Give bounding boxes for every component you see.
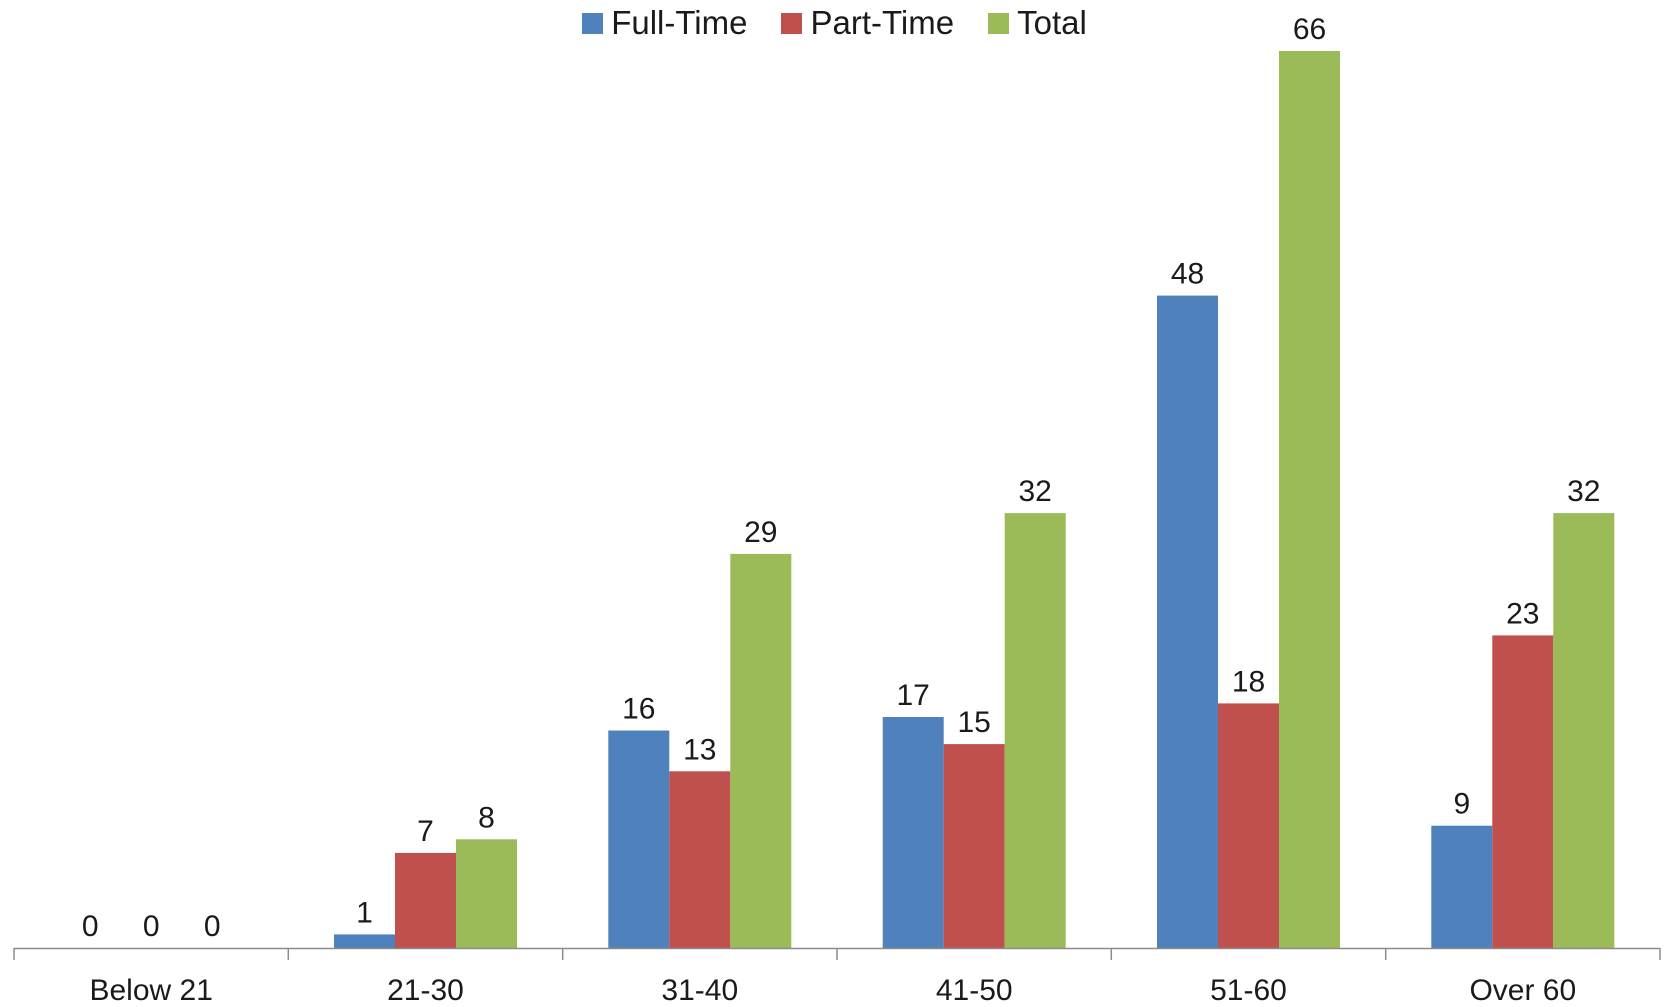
value-label-total-31-40: 29 (744, 516, 777, 549)
legend-swatch-part-time (781, 12, 803, 34)
bar-full-time-over-60 (1431, 825, 1493, 948)
bar-total-over-60 (1553, 513, 1615, 948)
bars-layer (334, 51, 1615, 949)
bar-full-time-41-50 (882, 717, 944, 948)
legend-swatch-full-time (582, 12, 604, 34)
bar-part-time-51-60 (1218, 703, 1279, 948)
value-label-full-time-below-21: 0 (82, 910, 99, 943)
value-label-part-time-below-21: 0 (143, 910, 160, 943)
legend-label-full-time: Full-Time (611, 4, 748, 41)
x-tick-label-31-40: 31-40 (661, 974, 738, 1007)
value-label-total-51-60: 66 (1293, 13, 1326, 46)
legend-label-part-time: Part-Time (810, 4, 955, 41)
value-label-full-time-41-50: 17 (897, 679, 930, 712)
value-label-part-time-over-60: 23 (1506, 597, 1539, 630)
bar-total-31-40 (730, 553, 792, 948)
bar-full-time-21-30 (334, 934, 395, 948)
legend-swatch-total (988, 12, 1010, 34)
value-label-part-time-51-60: 18 (1232, 665, 1265, 698)
x-tick-label-51-60: 51-60 (1210, 974, 1287, 1007)
legend-label-total: Total (1017, 4, 1087, 41)
value-label-full-time-21-30: 1 (356, 896, 373, 929)
value-label-total-21-30: 8 (478, 801, 495, 834)
bar-total-21-30 (456, 839, 517, 948)
x-tick-label-41-50: 41-50 (936, 974, 1013, 1007)
value-label-part-time-21-30: 7 (417, 815, 434, 848)
bar-full-time-31-40 (608, 730, 670, 948)
value-label-total-below-21: 0 (204, 910, 221, 943)
x-tick-label-over-60: Over 60 (1469, 974, 1576, 1007)
value-label-full-time-51-60: 48 (1171, 258, 1204, 291)
x-tick-label-below-21: Below 21 (89, 974, 212, 1007)
bar-total-51-60 (1279, 51, 1340, 948)
bar-part-time-31-40 (669, 771, 731, 948)
value-label-full-time-31-40: 16 (622, 693, 655, 726)
bar-part-time-41-50 (943, 744, 1005, 948)
value-label-total-over-60: 32 (1567, 475, 1600, 508)
bar-part-time-over-60 (1492, 635, 1554, 948)
bar-part-time-21-30 (395, 852, 456, 948)
value-label-part-time-31-40: 13 (683, 733, 716, 766)
x-tick-label-21-30: 21-30 (387, 974, 464, 1007)
bar-full-time-51-60 (1157, 295, 1218, 949)
x-axis: Below 21 21-30 31-40 41-50 51-60 Over 60 (13, 947, 1661, 1007)
value-label-total-41-50: 32 (1019, 475, 1052, 508)
legend-item-total: Total (988, 4, 1087, 42)
bar-total-41-50 (1004, 513, 1066, 948)
legend-item-part-time: Part-Time (781, 4, 954, 42)
legend: Full-Time Part-Time Total (0, 4, 1669, 42)
value-label-full-time-over-60: 9 (1453, 788, 1470, 821)
value-label-part-time-41-50: 15 (958, 706, 991, 739)
legend-item-full-time: Full-Time (582, 4, 747, 42)
